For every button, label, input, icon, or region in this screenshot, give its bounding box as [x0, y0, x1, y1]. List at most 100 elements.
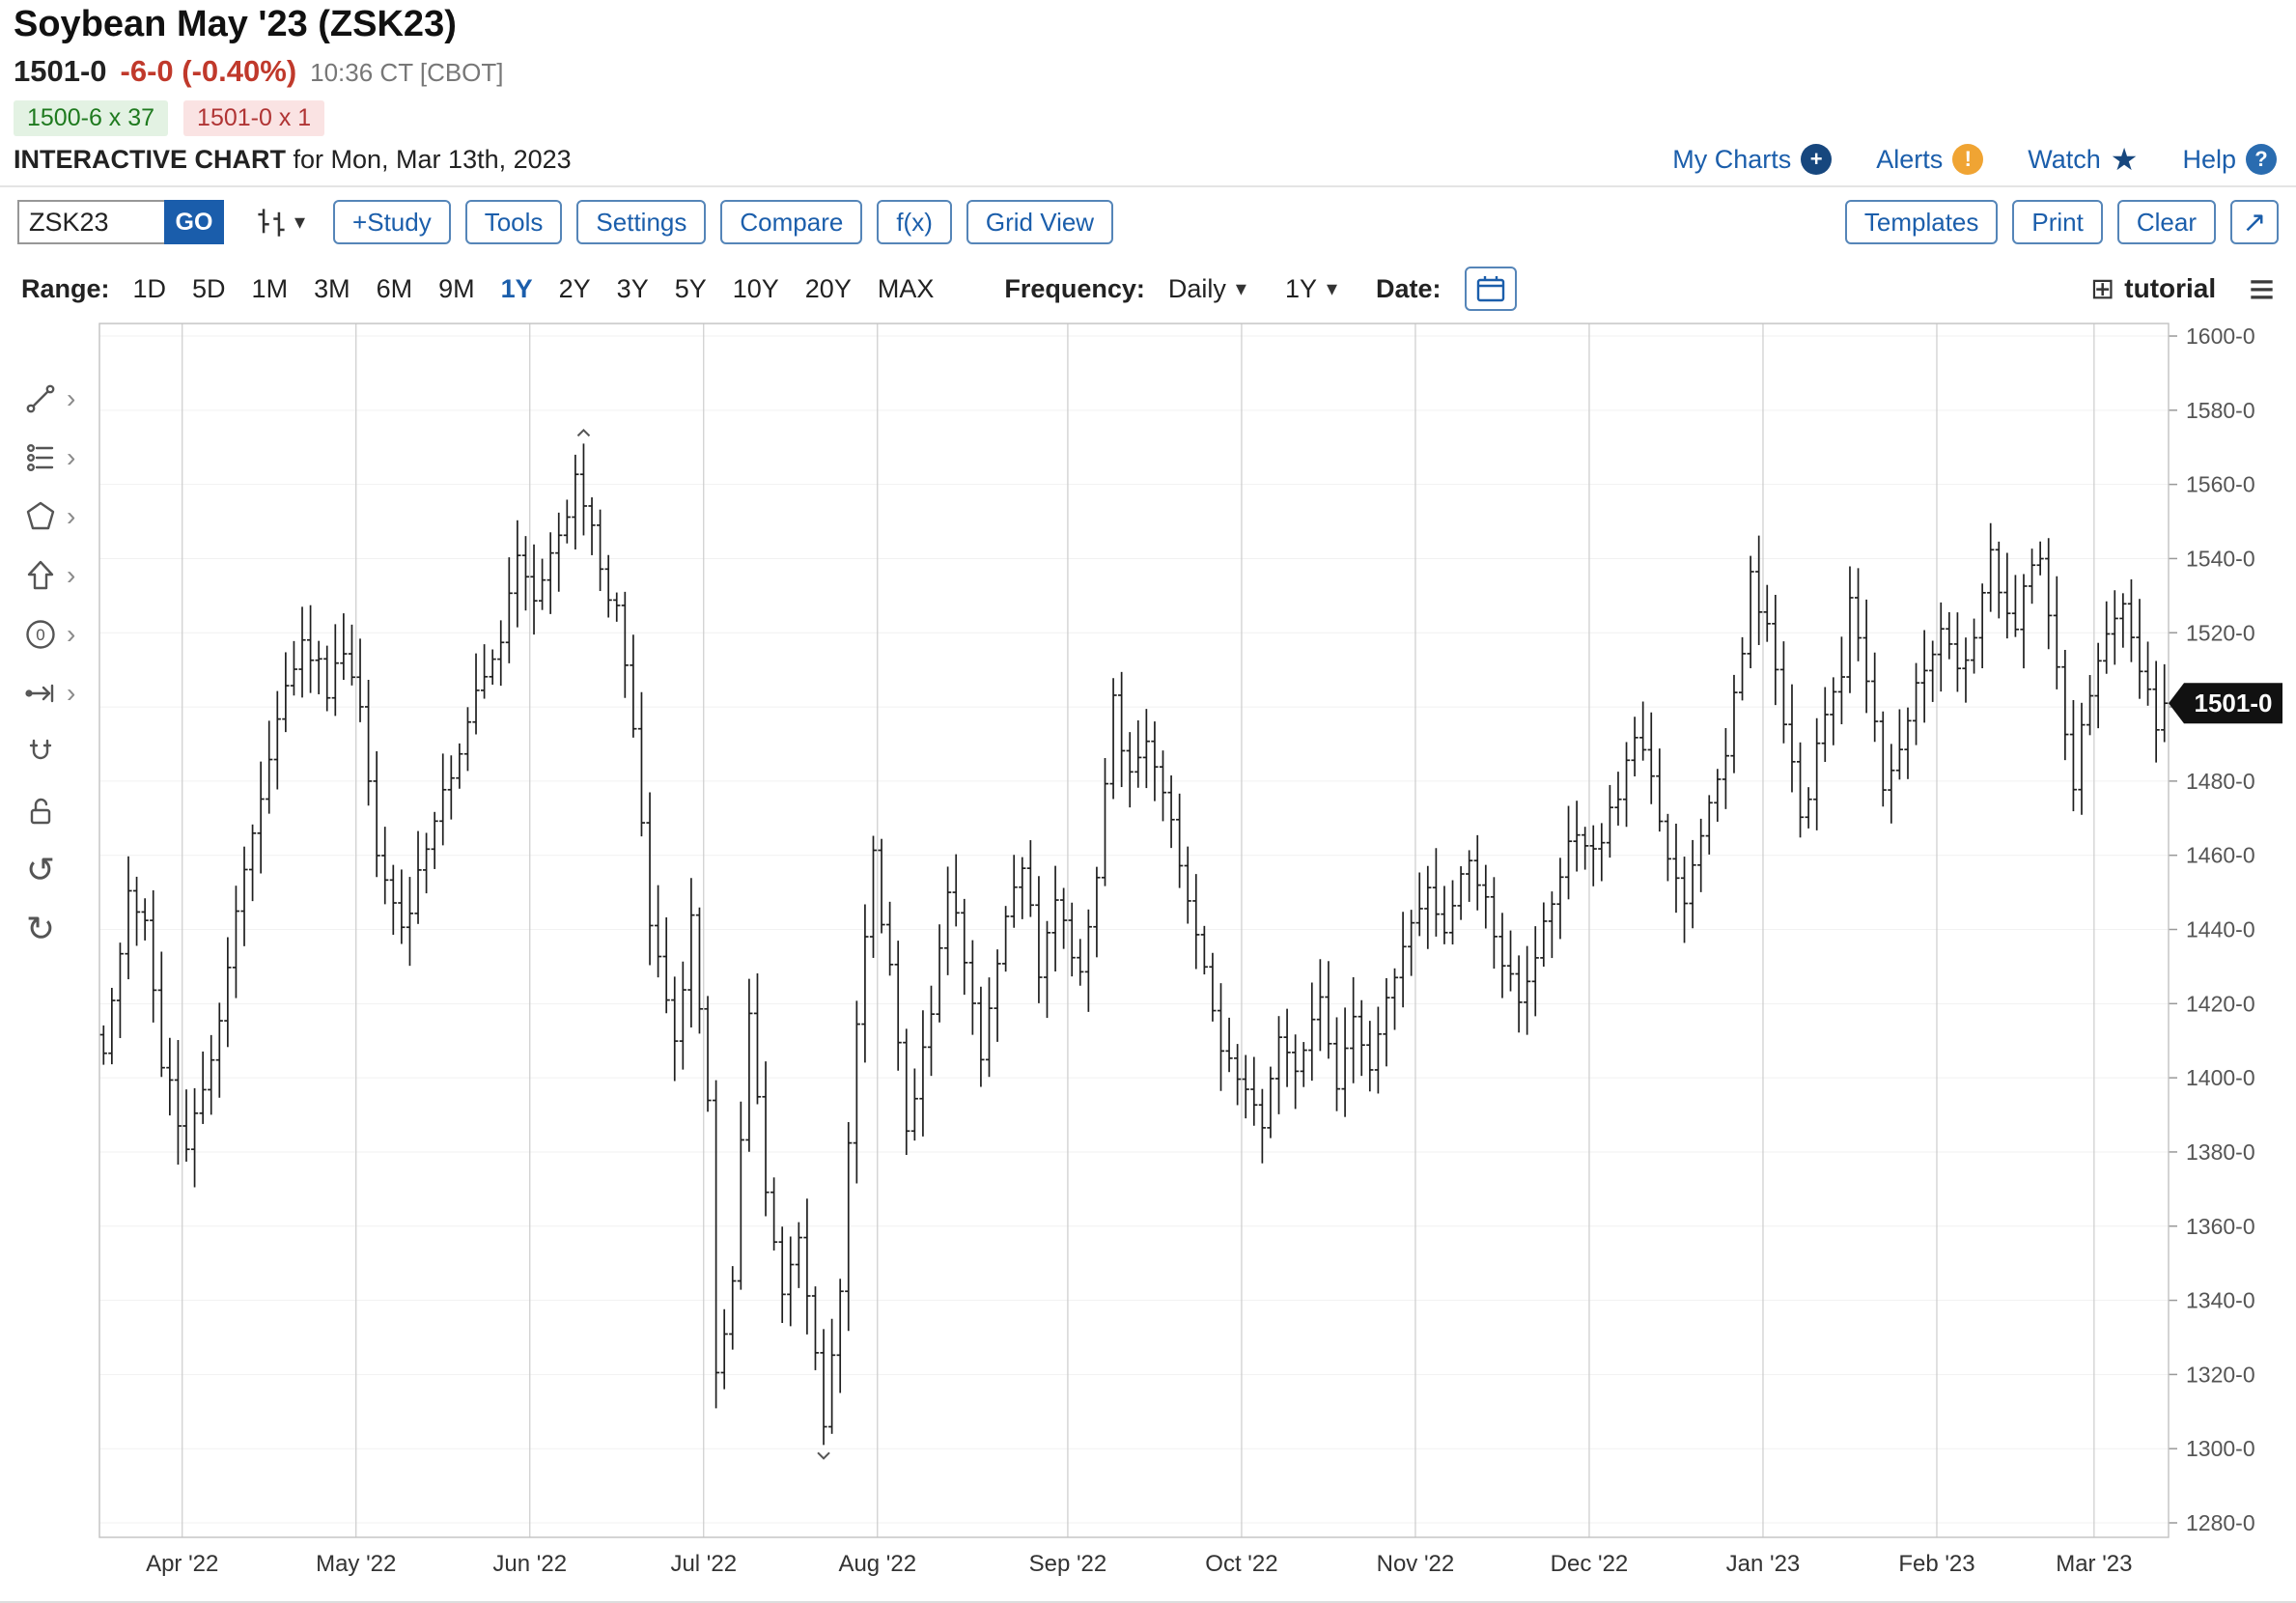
undo-icon: ↺ — [25, 849, 56, 889]
tutorial-link[interactable]: ⊞ tutorial — [2090, 272, 2217, 305]
range-5d[interactable]: 5D — [192, 273, 226, 303]
menu-icon[interactable]: ≡ — [2249, 264, 2275, 314]
range-1d[interactable]: 1D — [132, 273, 167, 303]
range-20y[interactable]: 20Y — [804, 273, 852, 303]
templates-button[interactable]: Templates — [1844, 200, 1999, 244]
arrow-shape-icon — [27, 560, 54, 589]
range-toolbar: Range: 1D 5D 1M 3M 6M 9M 1Y 2Y 3Y 5Y 10Y 20Y MAX Fre… — [0, 265, 2296, 313]
y-axis-label: 1440-0 — [2186, 917, 2255, 942]
y-axis-label: 1320-0 — [2186, 1362, 2255, 1387]
y-axis-label: 1420-0 — [2186, 991, 2255, 1016]
frequency-label: Frequency: — [1004, 273, 1145, 303]
chevron-right-icon: › — [67, 441, 76, 472]
alerts-link[interactable]: Alerts ! — [1876, 144, 1984, 175]
chevron-down-icon: ▾ — [1326, 276, 1338, 300]
frequency-dropdown[interactable]: Daily ▾ — [1167, 273, 1246, 303]
ask-badge: 1501-0 x 1 — [183, 100, 325, 136]
watch-link[interactable]: Watch ★ — [2028, 142, 2139, 177]
chart-area: 1280-0 1300-0 1320-0 1340-0 1360-0 1380-0 1400… — [0, 319, 2296, 1603]
interactive-price-chart[interactable]: 1280-0 1300-0 1320-0 1340-0 1360-0 1380-0 1400… — [0, 319, 2296, 1603]
symbols-tool[interactable]: 0 › — [21, 605, 75, 663]
arrow-annotation-tool[interactable]: › — [21, 546, 75, 605]
x-axis-label: Feb '23 — [1898, 1551, 1974, 1577]
star-icon[interactable]: ★ — [2110, 142, 2139, 177]
range-3y[interactable]: 3Y — [616, 273, 649, 303]
range-9m[interactable]: 9M — [438, 273, 475, 303]
toolbar-button-grid-view[interactable]: Grid View — [966, 200, 1114, 244]
toolbar-button-f-x-[interactable]: f(x) — [877, 200, 952, 244]
unlock-icon — [30, 798, 51, 824]
magnet-icon — [29, 739, 52, 759]
x-axis-label: May '22 — [316, 1551, 396, 1577]
toolbar-button-settings[interactable]: Settings — [576, 200, 707, 244]
range-1m[interactable]: 1M — [251, 273, 289, 303]
measure-icon — [25, 684, 54, 702]
trendline-icon — [26, 384, 55, 412]
range-max[interactable]: MAX — [877, 273, 935, 303]
range-6m[interactable]: 6M — [376, 273, 413, 303]
header-divider — [0, 185, 2296, 187]
y-axis-label: 1360-0 — [2186, 1214, 2255, 1239]
calendar-icon — [1476, 276, 1504, 302]
page-title: Soybean May '23 (ZSK23) — [14, 4, 457, 44]
annotations-tool[interactable]: › — [21, 428, 75, 487]
chart-type-selector[interactable]: ▾ — [252, 206, 305, 239]
symbol-search: GO — [17, 200, 224, 244]
shapes-tool[interactable]: › — [21, 487, 75, 546]
magnet-tool[interactable] — [21, 722, 75, 781]
plus-circle-icon[interactable]: + — [1801, 144, 1833, 175]
last-price-tag — [2169, 683, 2282, 724]
header-links: My Charts + Alerts ! Watch ★ Help ? — [1672, 141, 2277, 178]
measure-tool[interactable]: › — [21, 663, 75, 722]
help-icon[interactable]: ? — [2246, 144, 2277, 175]
lock-tool[interactable] — [21, 781, 75, 840]
y-axis-label: 1520-0 — [2186, 620, 2255, 645]
range-5y[interactable]: 5Y — [674, 273, 707, 303]
y-axis-label: 1380-0 — [2186, 1139, 2255, 1165]
fullscreen-button[interactable]: ↗ — [2230, 200, 2279, 244]
toolbar-button--study[interactable]: +Study — [333, 200, 451, 244]
x-axis-label: Mar '23 — [2056, 1551, 2132, 1577]
go-button[interactable]: GO — [164, 200, 224, 244]
interactive-chart-caption: INTERACTIVE CHART for Mon, Mar 13th, 202… — [14, 145, 572, 175]
x-axis-label: Aug '22 — [838, 1551, 916, 1577]
chevron-right-icon: › — [67, 618, 76, 649]
period-dropdown[interactable]: 1Y ▾ — [1284, 273, 1338, 303]
chevron-right-icon: › — [67, 677, 76, 708]
redo-tool[interactable]: ↻ — [21, 899, 75, 958]
symbol-input[interactable] — [17, 200, 164, 244]
y-axis-label: 1580-0 — [2186, 398, 2255, 423]
y-axis-label: 1280-0 — [2186, 1510, 2255, 1535]
trendline-tool[interactable]: › — [21, 369, 75, 428]
print-button[interactable]: Print — [2012, 200, 2103, 244]
expand-icon: ↗ — [2242, 206, 2267, 239]
last-price: 1501-0 — [14, 54, 107, 88]
chevron-down-icon: ▾ — [1235, 276, 1246, 300]
y-axis-label: 1460-0 — [2186, 843, 2255, 868]
range-2y[interactable]: 2Y — [558, 273, 591, 303]
chevron-down-icon: ▾ — [294, 210, 306, 234]
ohlc-chart-type-icon — [258, 209, 285, 237]
drawing-tools-palette: › › › › 0 › — [21, 369, 75, 958]
low-marker — [817, 1451, 830, 1460]
alert-icon[interactable]: ! — [1952, 144, 1984, 175]
svg-text:0: 0 — [36, 626, 44, 644]
toolbar-button-tools[interactable]: Tools — [464, 200, 563, 244]
help-link[interactable]: Help ? — [2182, 144, 2277, 175]
y-axis-label: 1560-0 — [2186, 472, 2255, 497]
x-axis-label: Jan '23 — [1726, 1551, 1801, 1577]
clear-button[interactable]: Clear — [2116, 200, 2216, 244]
undo-tool[interactable]: ↺ — [21, 840, 75, 899]
x-axis-label: Oct '22 — [1205, 1551, 1277, 1577]
my-charts-link[interactable]: My Charts + — [1672, 144, 1833, 175]
chevron-right-icon: › — [67, 500, 76, 531]
chart-toolbar: GO ▾ +Study Tools Settings Compare f(x) Grid … — [0, 195, 2296, 249]
toolbar-button-compare[interactable]: Compare — [720, 200, 863, 244]
range-10y[interactable]: 10Y — [732, 273, 779, 303]
date-picker-button[interactable] — [1464, 267, 1517, 311]
range-list: 1D 5D 1M 3M 6M 9M 1Y 2Y 3Y 5Y 10Y 20Y MAX — [133, 274, 961, 304]
interactive-chart-label: INTERACTIVE CHART — [14, 145, 286, 174]
range-3m[interactable]: 3M — [314, 273, 350, 303]
y-axis-label: 1600-0 — [2186, 323, 2255, 349]
range-1y[interactable]: 1Y — [500, 273, 533, 303]
